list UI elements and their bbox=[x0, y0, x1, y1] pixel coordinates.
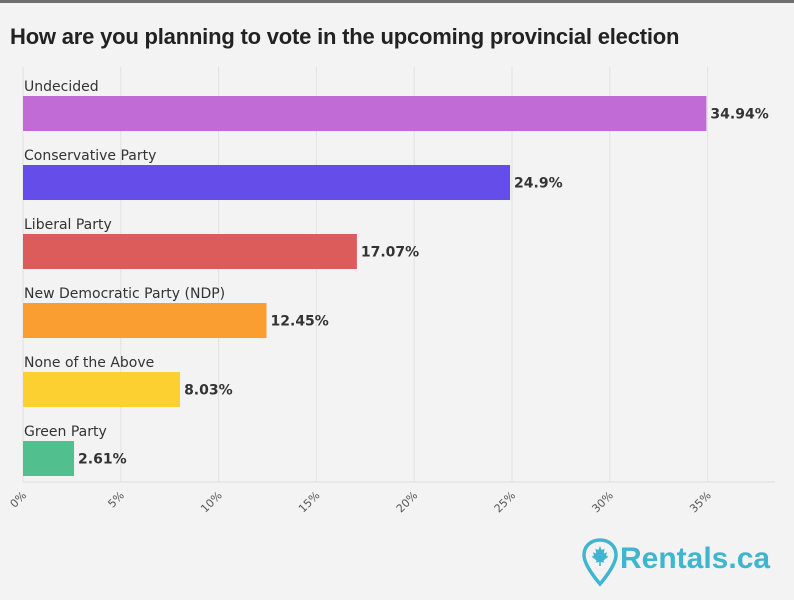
category-label: New Democratic Party (NDP) bbox=[24, 286, 225, 302]
grid-lines bbox=[22, 67, 775, 483]
bar bbox=[23, 234, 357, 269]
x-tick-label: 0% bbox=[8, 489, 30, 511]
bar bbox=[23, 96, 707, 131]
category-label: Undecided bbox=[24, 79, 99, 95]
logo-text: Rentals.ca bbox=[620, 542, 771, 575]
x-tick-label: 5% bbox=[105, 489, 127, 511]
bar bbox=[23, 441, 75, 476]
x-tick-label: 35% bbox=[687, 489, 713, 515]
x-axis-ticks: 0% 5% 10% 15% 20% 25% 30% 35% bbox=[8, 489, 714, 515]
x-tick-label: 15% bbox=[296, 489, 322, 515]
value-label: 24.9% bbox=[514, 176, 563, 192]
chart-title: How are you planning to vote in the upco… bbox=[10, 24, 680, 49]
value-label: 17.07% bbox=[361, 245, 419, 261]
bar bbox=[23, 165, 511, 200]
x-tick-label: 25% bbox=[492, 489, 518, 515]
top-rule bbox=[0, 0, 794, 3]
maple-leaf-pin-icon bbox=[582, 538, 618, 587]
x-tick-label: 30% bbox=[589, 489, 615, 515]
category-label: None of the Above bbox=[24, 355, 154, 371]
x-tick-label: 20% bbox=[394, 489, 420, 515]
bar bbox=[23, 372, 181, 407]
value-label: 2.61% bbox=[78, 452, 127, 468]
bar bbox=[23, 303, 267, 338]
value-label: 34.94% bbox=[710, 107, 768, 123]
rentals-logo[interactable]: Rentals.ca bbox=[582, 536, 792, 590]
category-label: Liberal Party bbox=[24, 217, 112, 233]
value-label: 8.03% bbox=[184, 383, 233, 399]
category-label: Green Party bbox=[24, 424, 107, 440]
value-label: 12.45% bbox=[271, 314, 329, 330]
bars: Undecided 34.94% Conservative Party 24.9% Li… bbox=[23, 79, 769, 476]
x-tick-label: 10% bbox=[198, 489, 224, 515]
category-label: Conservative Party bbox=[24, 148, 156, 164]
